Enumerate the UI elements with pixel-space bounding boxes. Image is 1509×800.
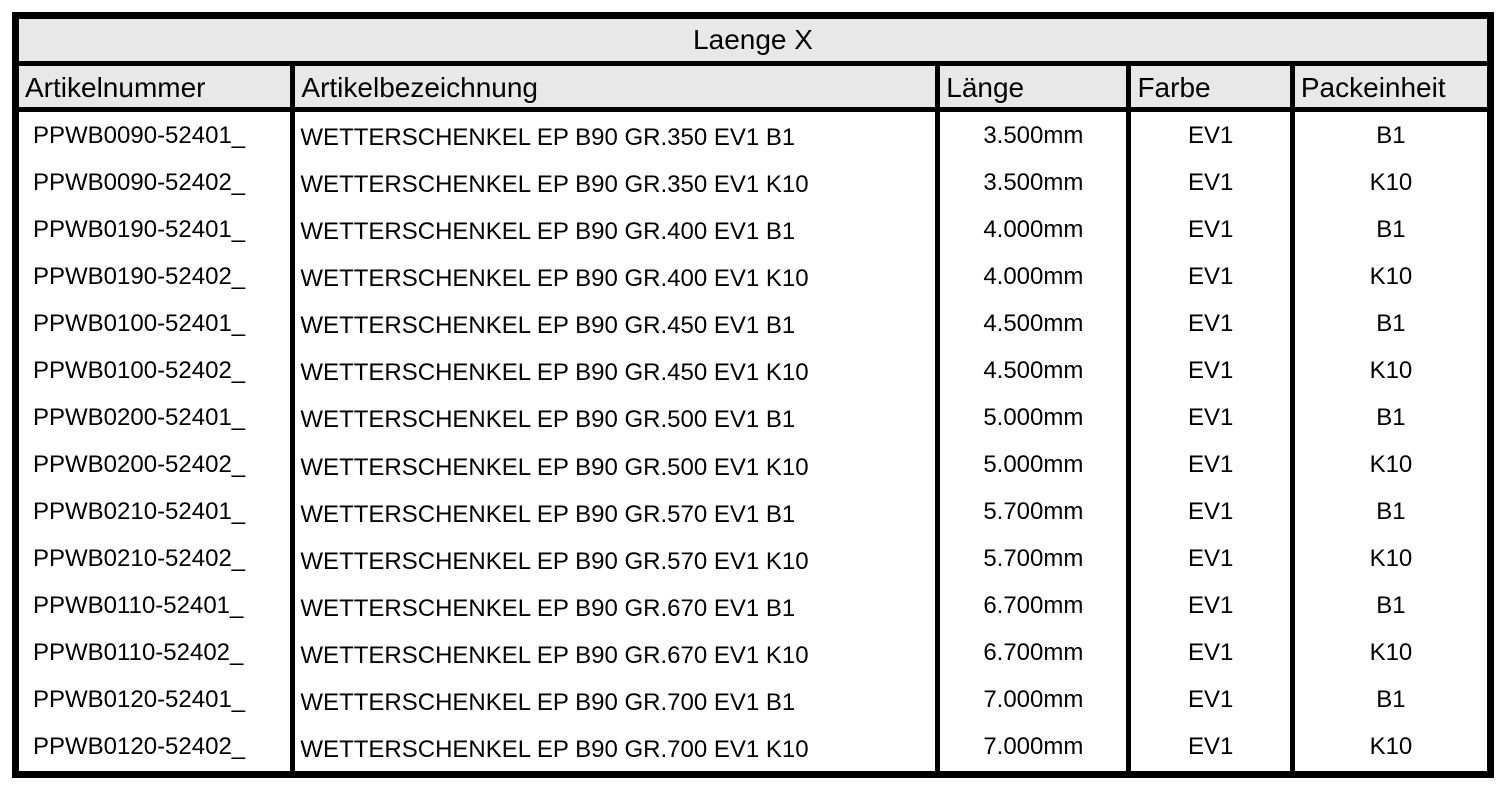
article-table: Laenge X Artikelnummer Artikelbezeichnun… xyxy=(12,12,1494,778)
cell-artikelnummer: PPWB0090-52401_ xyxy=(19,112,291,160)
cell-farbe: EV1 xyxy=(1126,253,1290,301)
cell-packeinheit: K10 xyxy=(1289,535,1487,583)
cell-artikelbezeichnung: WETTERSCHENKEL EP B90 GR.450 EV1 K10 xyxy=(290,347,936,395)
cell-packeinheit: K10 xyxy=(1289,629,1487,677)
cell-artikelbezeichnung: WETTERSCHENKEL EP B90 GR.350 EV1 K10 xyxy=(290,159,936,207)
cell-laenge: 5.000mm xyxy=(935,394,1127,442)
cell-farbe: EV1 xyxy=(1126,206,1290,254)
cell-farbe: EV1 xyxy=(1126,582,1290,630)
cell-artikelnummer: PPWB0100-52401_ xyxy=(19,300,291,348)
cell-laenge: 4.000mm xyxy=(935,253,1127,301)
cell-artikelnummer: PPWB0110-52402_ xyxy=(19,629,291,677)
column-header-laenge: Länge xyxy=(935,66,1127,112)
cell-packeinheit: B1 xyxy=(1289,488,1487,536)
cell-artikelbezeichnung: WETTERSCHENKEL EP B90 GR.500 EV1 B1 xyxy=(290,394,936,442)
cell-packeinheit: K10 xyxy=(1289,347,1487,395)
cell-artikelbezeichnung: WETTERSCHENKEL EP B90 GR.400 EV1 K10 xyxy=(290,253,936,301)
cell-packeinheit: B1 xyxy=(1289,582,1487,630)
cell-laenge: 4.500mm xyxy=(935,347,1127,395)
column-header-artikelbezeichnung: Artikelbezeichnung xyxy=(290,66,936,112)
cell-artikelnummer: PPWB0210-52402_ xyxy=(19,535,291,583)
cell-packeinheit: K10 xyxy=(1289,253,1487,301)
cell-laenge: 6.700mm xyxy=(935,582,1127,630)
cell-laenge: 4.000mm xyxy=(935,206,1127,254)
cell-laenge: 7.000mm xyxy=(935,676,1127,724)
cell-laenge: 5.000mm xyxy=(935,441,1127,489)
cell-artikelbezeichnung: WETTERSCHENKEL EP B90 GR.700 EV1 K10 xyxy=(290,723,936,771)
cell-artikelnummer: PPWB0120-52401_ xyxy=(19,676,291,724)
cell-artikelnummer: PPWB0090-52402_ xyxy=(19,159,291,207)
cell-farbe: EV1 xyxy=(1126,488,1290,536)
cell-artikelnummer: PPWB0190-52402_ xyxy=(19,253,291,301)
cell-artikelnummer: PPWB0200-52402_ xyxy=(19,441,291,489)
cell-packeinheit: K10 xyxy=(1289,723,1487,771)
cell-laenge: 5.700mm xyxy=(935,535,1127,583)
cell-laenge: 5.700mm xyxy=(935,488,1127,536)
cell-artikelnummer: PPWB0120-52402_ xyxy=(19,723,291,771)
cell-artikelnummer: PPWB0190-52401_ xyxy=(19,206,291,254)
cell-farbe: EV1 xyxy=(1126,394,1290,442)
cell-artikelbezeichnung: WETTERSCHENKEL EP B90 GR.570 EV1 B1 xyxy=(290,488,936,536)
cell-packeinheit: K10 xyxy=(1289,441,1487,489)
cell-farbe: EV1 xyxy=(1126,300,1290,348)
cell-laenge: 6.700mm xyxy=(935,629,1127,677)
cell-farbe: EV1 xyxy=(1126,441,1290,489)
cell-artikelnummer: PPWB0200-52401_ xyxy=(19,394,291,442)
cell-farbe: EV1 xyxy=(1126,676,1290,724)
cell-laenge: 7.000mm xyxy=(935,723,1127,771)
cell-artikelnummer: PPWB0100-52402_ xyxy=(19,347,291,395)
cell-artikelbezeichnung: WETTERSCHENKEL EP B90 GR.700 EV1 B1 xyxy=(290,676,936,724)
cell-artikelbezeichnung: WETTERSCHENKEL EP B90 GR.670 EV1 B1 xyxy=(290,582,936,630)
cell-farbe: EV1 xyxy=(1126,159,1290,207)
cell-packeinheit: B1 xyxy=(1289,394,1487,442)
cell-artikelbezeichnung: WETTERSCHENKEL EP B90 GR.500 EV1 K10 xyxy=(290,441,936,489)
cell-artikelnummer: PPWB0110-52401_ xyxy=(19,582,291,630)
cell-artikelnummer: PPWB0210-52401_ xyxy=(19,488,291,536)
cell-laenge: 3.500mm xyxy=(935,112,1127,160)
cell-artikelbezeichnung: WETTERSCHENKEL EP B90 GR.400 EV1 B1 xyxy=(290,206,936,254)
column-header-artikelnummer: Artikelnummer xyxy=(19,66,291,112)
cell-farbe: EV1 xyxy=(1126,112,1290,160)
cell-artikelbezeichnung: WETTERSCHENKEL EP B90 GR.450 EV1 B1 xyxy=(290,300,936,348)
cell-laenge: 3.500mm xyxy=(935,159,1127,207)
cell-packeinheit: B1 xyxy=(1289,300,1487,348)
cell-packeinheit: B1 xyxy=(1289,206,1487,254)
cell-packeinheit: B1 xyxy=(1289,112,1487,160)
cell-artikelbezeichnung: WETTERSCHENKEL EP B90 GR.350 EV1 B1 xyxy=(290,112,936,160)
cell-artikelbezeichnung: WETTERSCHENKEL EP B90 GR.670 EV1 K10 xyxy=(290,629,936,677)
cell-farbe: EV1 xyxy=(1126,347,1290,395)
column-header-farbe: Farbe xyxy=(1126,66,1290,112)
cell-packeinheit: B1 xyxy=(1289,676,1487,724)
cell-packeinheit: K10 xyxy=(1289,159,1487,207)
table-title: Laenge X xyxy=(19,19,1487,66)
cell-farbe: EV1 xyxy=(1126,629,1290,677)
cell-farbe: EV1 xyxy=(1126,535,1290,583)
cell-laenge: 4.500mm xyxy=(935,300,1127,348)
column-header-packeinheit: Packeinheit xyxy=(1289,66,1487,112)
cell-farbe: EV1 xyxy=(1126,723,1290,771)
cell-artikelbezeichnung: WETTERSCHENKEL EP B90 GR.570 EV1 K10 xyxy=(290,535,936,583)
